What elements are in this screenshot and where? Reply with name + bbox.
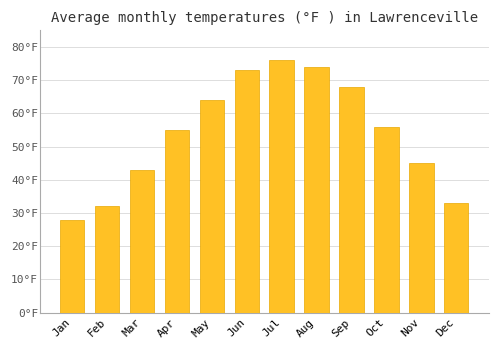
Bar (130, 170, 154, 313)
Bar (164, 130, 189, 313)
Bar (304, 67, 329, 313)
Bar (409, 163, 434, 313)
Bar (95, 206, 120, 313)
Bar (374, 127, 398, 313)
Bar (60, 220, 84, 313)
Title: Average monthly temperatures (°F ) in Lawrenceville: Average monthly temperatures (°F ) in La… (50, 11, 478, 25)
Bar (200, 100, 224, 313)
Bar (270, 60, 294, 313)
Bar (444, 203, 468, 313)
Bar (234, 70, 259, 313)
Bar (340, 87, 363, 313)
